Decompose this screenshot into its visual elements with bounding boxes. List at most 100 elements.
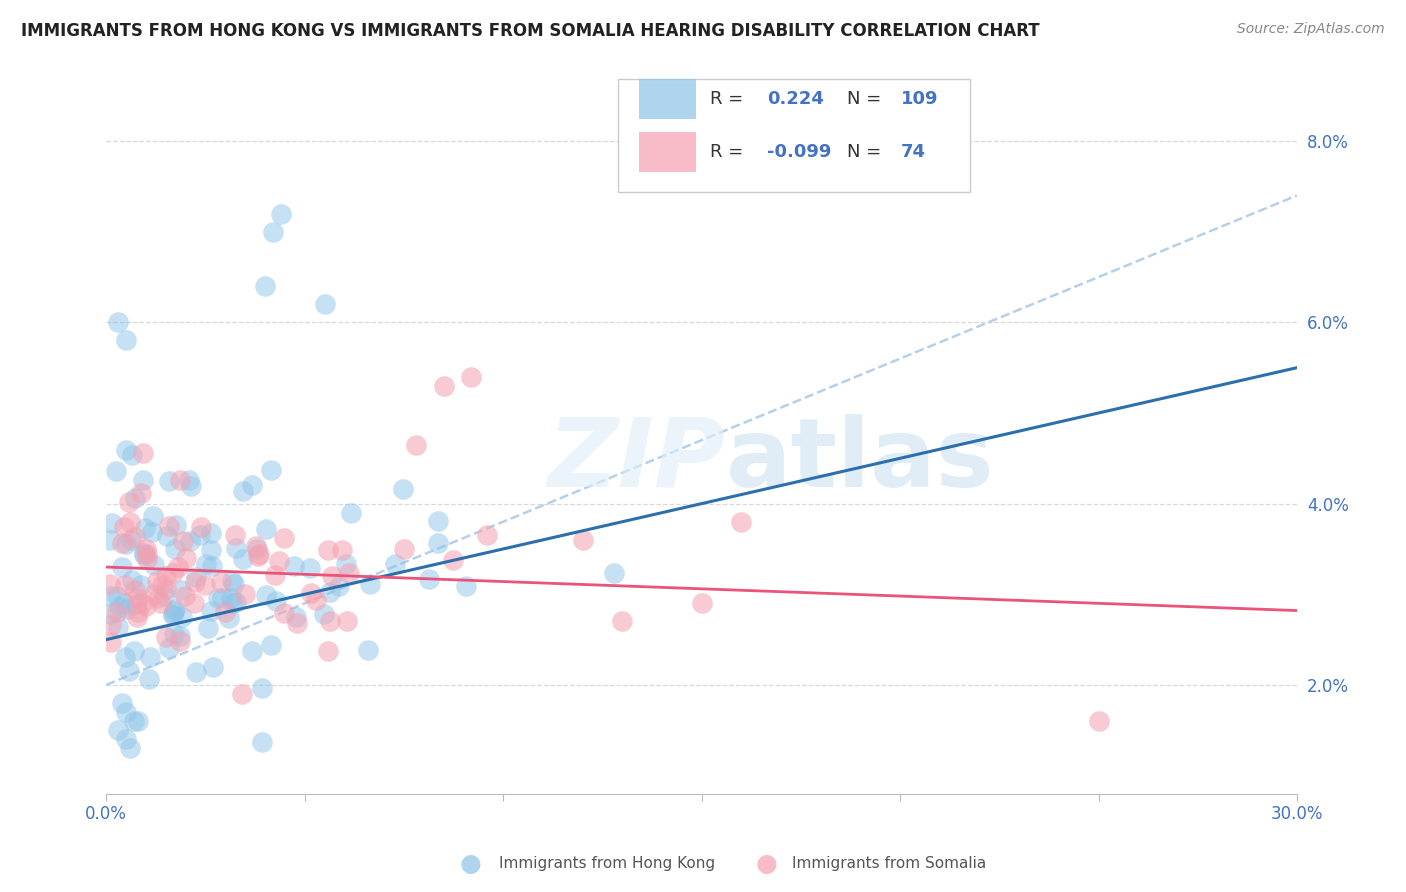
Point bbox=[245, 539, 267, 553]
Point bbox=[186, 665, 208, 680]
Point bbox=[269, 554, 291, 568]
Point bbox=[264, 593, 287, 607]
Point bbox=[190, 520, 212, 534]
Point bbox=[603, 566, 626, 580]
Point bbox=[219, 591, 242, 606]
Point bbox=[124, 491, 146, 505]
Point bbox=[100, 635, 122, 649]
Point bbox=[335, 557, 357, 571]
Point bbox=[108, 599, 131, 614]
Point bbox=[441, 553, 464, 567]
Point bbox=[252, 681, 274, 695]
Point bbox=[299, 585, 322, 599]
Point bbox=[169, 473, 191, 487]
Point bbox=[184, 570, 207, 584]
Point bbox=[114, 443, 136, 458]
Point bbox=[146, 591, 169, 605]
Point bbox=[612, 615, 634, 629]
Point bbox=[225, 541, 247, 555]
Point bbox=[339, 566, 361, 581]
Point bbox=[125, 609, 148, 624]
Point bbox=[240, 644, 263, 658]
Text: ●: ● bbox=[755, 852, 778, 875]
Point bbox=[332, 542, 354, 557]
Point bbox=[207, 591, 229, 606]
Point bbox=[188, 528, 211, 542]
Point bbox=[254, 522, 277, 536]
Point bbox=[200, 604, 222, 618]
Point bbox=[273, 606, 295, 620]
Point bbox=[169, 633, 191, 648]
Point bbox=[142, 587, 165, 601]
Text: ZIP: ZIP bbox=[547, 414, 725, 507]
Point bbox=[384, 558, 406, 572]
Point bbox=[359, 577, 381, 591]
Point bbox=[170, 583, 193, 598]
Point bbox=[112, 520, 135, 534]
Point bbox=[260, 639, 283, 653]
Point bbox=[118, 664, 141, 678]
Point bbox=[115, 705, 138, 719]
Text: 0.224: 0.224 bbox=[768, 90, 824, 108]
Point bbox=[179, 534, 201, 549]
Point bbox=[225, 594, 247, 608]
Point bbox=[233, 587, 256, 601]
Point bbox=[138, 650, 160, 665]
Point bbox=[224, 527, 246, 541]
Point bbox=[231, 687, 253, 701]
Point bbox=[214, 606, 236, 620]
Point bbox=[143, 558, 166, 573]
Text: IMMIGRANTS FROM HONG KONG VS IMMIGRANTS FROM SOMALIA HEARING DISABILITY CORRELAT: IMMIGRANTS FROM HONG KONG VS IMMIGRANTS … bbox=[21, 22, 1039, 40]
Point bbox=[314, 297, 336, 311]
Point bbox=[247, 547, 270, 561]
Point bbox=[142, 508, 165, 523]
Text: ●: ● bbox=[460, 852, 482, 875]
Text: N =: N = bbox=[846, 90, 882, 108]
Point bbox=[285, 609, 308, 624]
Point bbox=[118, 515, 141, 529]
Point bbox=[163, 627, 186, 641]
Point bbox=[299, 560, 322, 574]
Point bbox=[328, 579, 350, 593]
Point bbox=[183, 596, 205, 610]
Point bbox=[197, 621, 219, 635]
Point bbox=[111, 696, 134, 710]
Point bbox=[122, 714, 145, 728]
Point bbox=[174, 589, 197, 603]
Point bbox=[179, 473, 201, 487]
Point bbox=[114, 650, 136, 665]
Point bbox=[426, 536, 449, 550]
Point bbox=[121, 573, 143, 587]
Bar bbox=[638, 132, 696, 172]
FancyBboxPatch shape bbox=[619, 79, 970, 192]
Point bbox=[98, 607, 121, 621]
Point bbox=[118, 494, 141, 508]
Point bbox=[135, 599, 157, 613]
Point bbox=[730, 515, 752, 529]
Point bbox=[114, 578, 136, 592]
Point bbox=[392, 482, 415, 496]
Point bbox=[247, 549, 270, 564]
Point bbox=[316, 643, 339, 657]
Point bbox=[127, 591, 149, 605]
Point bbox=[122, 644, 145, 658]
Bar bbox=[638, 79, 696, 119]
Text: atlas: atlas bbox=[725, 414, 994, 507]
Point bbox=[114, 597, 136, 611]
Point bbox=[136, 552, 159, 566]
Point bbox=[107, 723, 129, 738]
Point bbox=[156, 529, 179, 543]
Point bbox=[285, 615, 308, 630]
Text: Source: ZipAtlas.com: Source: ZipAtlas.com bbox=[1237, 22, 1385, 37]
Point bbox=[157, 519, 180, 533]
Point bbox=[115, 334, 138, 348]
Point bbox=[221, 574, 243, 589]
Point bbox=[571, 533, 593, 547]
Point bbox=[131, 578, 153, 592]
Point bbox=[124, 583, 146, 598]
Point bbox=[150, 578, 173, 592]
Text: N =: N = bbox=[846, 143, 882, 161]
Point bbox=[240, 478, 263, 492]
Point bbox=[174, 551, 197, 566]
Point bbox=[180, 479, 202, 493]
